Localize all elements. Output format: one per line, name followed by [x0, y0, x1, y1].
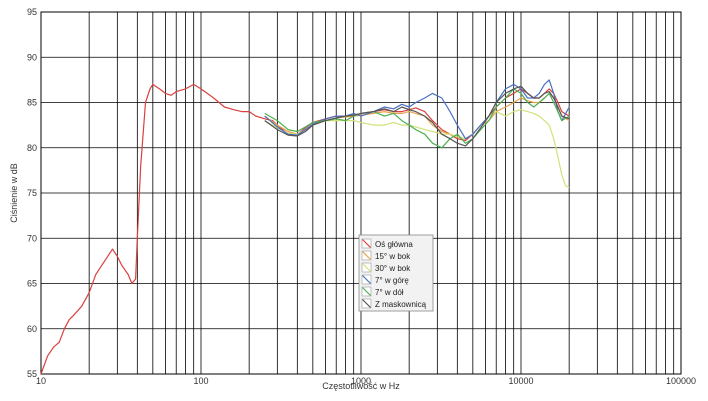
y-tick-label: 65	[27, 279, 37, 289]
y-tick-label: 70	[27, 233, 37, 243]
legend-box	[358, 234, 434, 312]
y-tick-label: 60	[27, 324, 37, 334]
legend-swatch-line	[362, 239, 371, 248]
legend-item-label: Z maskownicą	[375, 300, 427, 309]
tick-labels: 10 100 1000 10000 100000 55 60 65 70 75 80 85 90 95	[27, 7, 696, 386]
y-tick-label: 90	[27, 52, 37, 62]
y-tick-label: 80	[27, 143, 37, 153]
x-tick-label: 100	[193, 376, 208, 386]
x-tick-label: 1000	[351, 376, 371, 386]
y-axis-title: Ciśnienie w dB	[9, 163, 19, 223]
legend-item-label: 7° w górę	[375, 276, 409, 285]
x-tick-label: 10000	[508, 376, 533, 386]
legend-item-label: Oś główna	[375, 240, 413, 249]
x-tick-label: 100000	[666, 376, 696, 386]
series-layer	[40, 79, 570, 375]
y-tick-label: 75	[27, 188, 37, 198]
legend-swatch-line	[362, 275, 371, 284]
y-tick-label: 55	[27, 369, 37, 379]
x-tick-label: 10	[36, 376, 46, 386]
y-tick-label: 95	[27, 7, 37, 17]
grid	[40, 11, 682, 375]
legend-swatch-line	[362, 251, 371, 260]
legend-swatch-line	[362, 263, 371, 272]
y-tick-label: 85	[27, 98, 37, 108]
legend-item-label: 15° w bok	[375, 252, 411, 261]
legend-swatch-line	[362, 299, 371, 308]
legend-item-label: 30° w bok	[375, 264, 411, 273]
series-line-3	[264, 109, 570, 189]
legend-swatch-line	[362, 287, 371, 296]
series-line-6	[264, 85, 570, 147]
legend: Oś główna 15° w bok 30° w bok 7° w górę 7° w…	[358, 234, 434, 312]
plot-frame	[40, 11, 682, 375]
legend-item-label: 7° w dół	[375, 288, 404, 297]
axis-labels: Częstotliwość w Hz Ciśnienie w dB	[9, 163, 400, 391]
series-line-4	[264, 79, 570, 140]
x-axis-title: Częstotliwość w Hz	[322, 381, 400, 391]
